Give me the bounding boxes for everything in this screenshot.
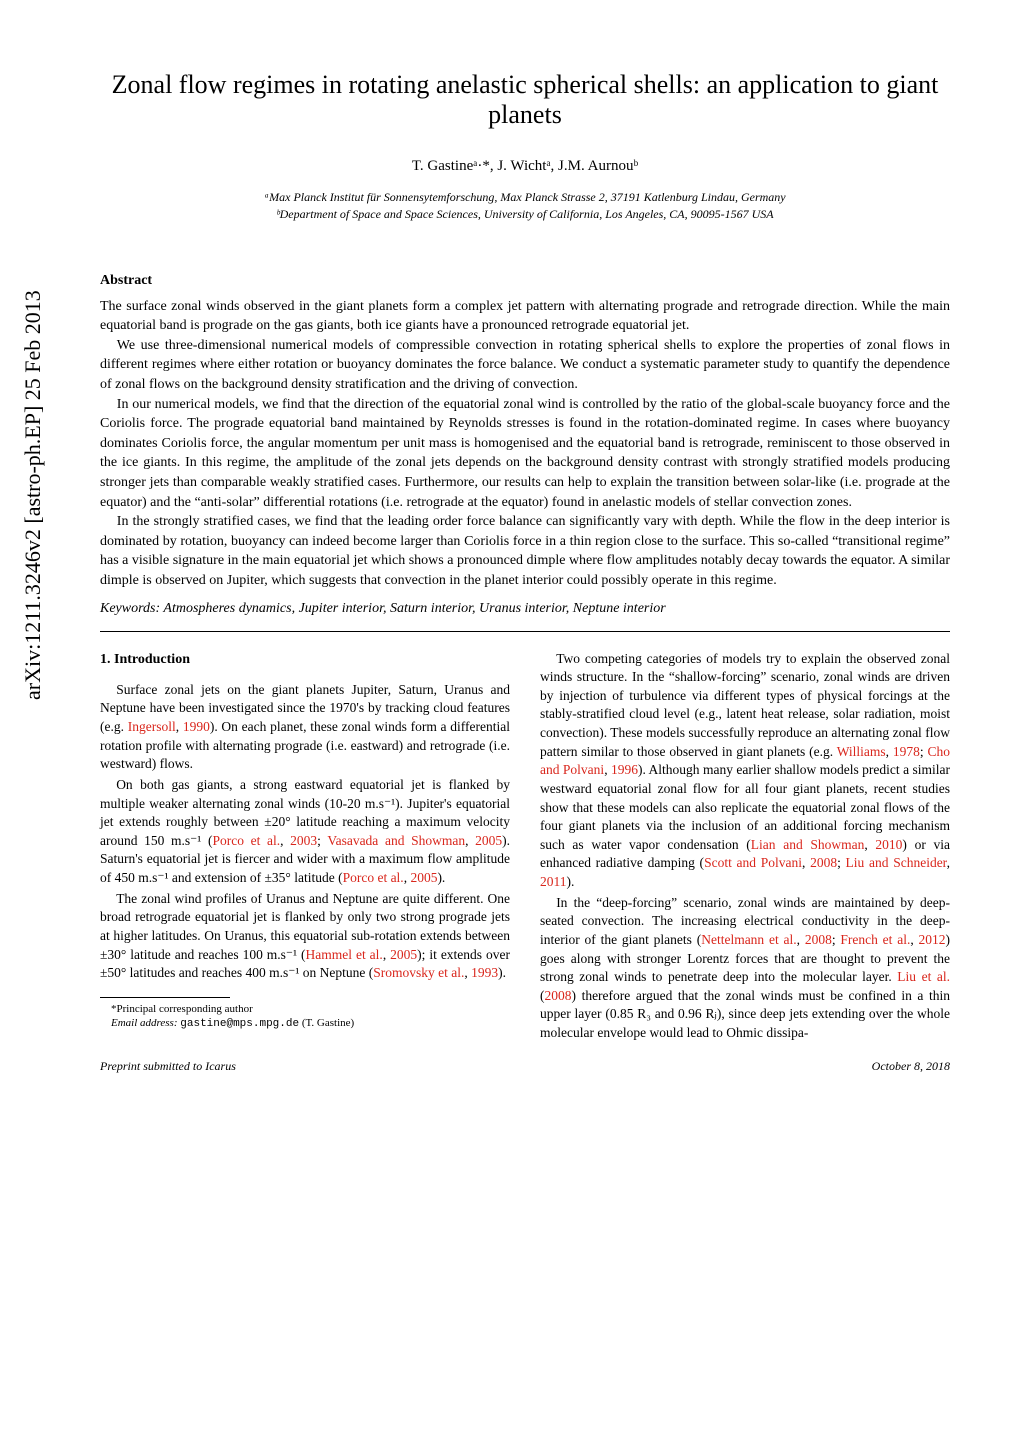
affiliation-b: ᵇDepartment of Space and Space Sciences,… [100, 206, 950, 223]
abstract-body: The surface zonal winds observed in the … [100, 297, 950, 591]
ref-liu-2008[interactable]: Liu et al. [897, 969, 950, 984]
ref-2011[interactable]: 2011 [540, 874, 567, 889]
ref-1996[interactable]: 1996 [611, 762, 638, 777]
page-title: Zonal flow regimes in rotating anelastic… [100, 70, 950, 130]
abstract-p3: In our numerical models, we find that th… [100, 395, 950, 513]
ref-lian[interactable]: Lian and Showman [751, 837, 865, 852]
ref-porco-2005[interactable]: Porco et al. [343, 870, 404, 885]
left-column: 1. Introduction Surface zonal jets on th… [100, 650, 510, 1045]
arxiv-stamp: arXiv:1211.3246v2 [astro-ph.EP] 25 Feb 2… [20, 290, 46, 700]
right-p2: In the “deep-forcing” scenario, zonal wi… [540, 894, 950, 1043]
keywords-label: Keywords: [100, 601, 160, 616]
ref-2005b[interactable]: 2005 [410, 870, 437, 885]
abstract-p4: In the strongly stratified cases, we fin… [100, 512, 950, 590]
footnote-separator [100, 997, 230, 998]
affiliation-a: ᵃMax Planck Institut für Sonnensytemfors… [100, 189, 950, 206]
keywords: Keywords: Atmospheres dynamics, Jupiter … [100, 601, 950, 617]
ref-williams[interactable]: Williams [837, 744, 886, 759]
intro-p1: Surface zonal jets on the giant planets … [100, 681, 510, 774]
ref-liu-schneider[interactable]: Liu and Schneider [846, 855, 947, 870]
intro-p3: The zonal wind profiles of Uranus and Ne… [100, 890, 510, 983]
body-columns: 1. Introduction Surface zonal jets on th… [100, 650, 950, 1045]
ref-hammel[interactable]: Hammel et al. [306, 947, 383, 962]
footnote-line2: Email address: gastine@mps.mpg.de (T. Ga… [100, 1016, 510, 1031]
ref-2008b[interactable]: 2008 [805, 932, 832, 947]
abstract-heading: Abstract [100, 273, 950, 289]
keywords-text: Atmospheres dynamics, Jupiter interior, … [160, 601, 666, 616]
right-p1: Two competing categories of models try t… [540, 650, 950, 892]
ref-2005a[interactable]: 2005 [475, 833, 502, 848]
footer-right: October 8, 2018 [872, 1059, 950, 1074]
footnote-line1: *Principal corresponding author [100, 1002, 510, 1016]
ref-1990[interactable]: 1990 [183, 719, 210, 734]
divider [100, 631, 950, 632]
right-column: Two competing categories of models try t… [540, 650, 950, 1045]
ref-2003[interactable]: 2003 [290, 833, 317, 848]
authors: T. Gastineᵃ·*, J. Wichtᵃ, J.M. Aurnouᵇ [100, 158, 950, 175]
ref-2010[interactable]: 2010 [875, 837, 902, 852]
ref-2008c[interactable]: 2008 [545, 988, 572, 1003]
ref-1993[interactable]: 1993 [471, 965, 498, 980]
ref-2012[interactable]: 2012 [919, 932, 946, 947]
ref-scott[interactable]: Scott and Polvani [704, 855, 802, 870]
footer-left: Preprint submitted to Icarus [100, 1059, 236, 1074]
abstract-p2: We use three-dimensional numerical model… [100, 336, 950, 395]
footnote: *Principal corresponding author Email ad… [100, 1002, 510, 1032]
ref-2005c[interactable]: 2005 [390, 947, 417, 962]
footer: Preprint submitted to Icarus October 8, … [100, 1059, 950, 1074]
section-1-heading: 1. Introduction [100, 650, 510, 669]
ref-porco-2003[interactable]: Porco et al. [212, 833, 280, 848]
ref-french[interactable]: French et al. [840, 932, 910, 947]
ref-1978[interactable]: 1978 [893, 744, 920, 759]
ref-ingersoll[interactable]: Ingersoll [128, 719, 176, 734]
ref-2008a[interactable]: 2008 [810, 855, 837, 870]
affiliations: ᵃMax Planck Institut für Sonnensytemfors… [100, 189, 950, 223]
footnote-email: gastine@mps.mpg.de [180, 1018, 299, 1030]
ref-nettelmann[interactable]: Nettelmann et al. [701, 932, 796, 947]
ref-vasavada[interactable]: Vasavada and Showman [327, 833, 465, 848]
abstract-p1: The surface zonal winds observed in the … [100, 297, 950, 336]
intro-p2: On both gas giants, a strong eastward eq… [100, 776, 510, 888]
ref-sromovsky[interactable]: Sromovsky et al. [373, 965, 464, 980]
